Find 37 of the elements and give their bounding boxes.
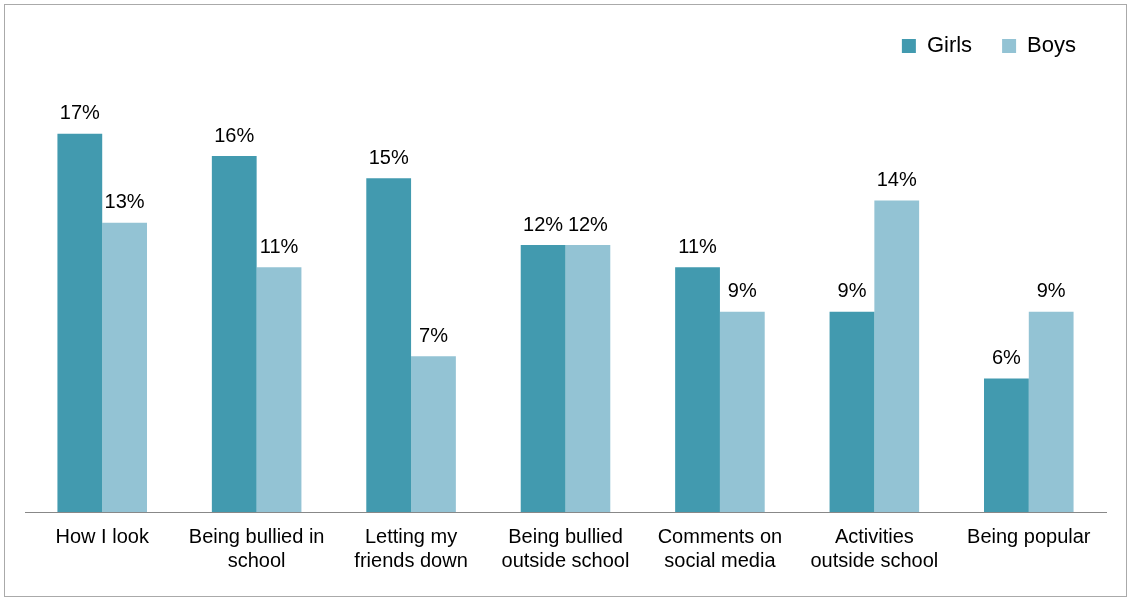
data-label: 9% [727,279,757,302]
data-label: 16% [214,123,255,146]
data-label: 12% [523,212,564,235]
bar [102,222,147,512]
x-tick-label: Activities outside school [810,524,939,571]
data-label: 6% [991,346,1022,369]
x-tick-label: Being bullied outside school [501,524,630,571]
data-label: 7% [419,323,449,346]
data-label: 15% [368,145,409,168]
x-tick-label: Letting my friends down [354,524,468,571]
bar [829,311,875,512]
bar [984,378,1029,512]
bar [520,245,566,512]
legend-label: Girls [926,32,973,58]
x-tick-label: Comments on social media [657,524,783,571]
bar [565,245,611,512]
bar [256,267,302,512]
bar [1028,311,1074,512]
data-label: 9% [1036,279,1066,302]
legend-label: Boys [1027,32,1077,58]
x-tick-label: Being popular [967,524,1091,547]
data-label: 17% [59,101,101,124]
data-label: 9% [837,279,867,302]
data-label: 11% [678,234,718,257]
bar [411,356,456,512]
bar [874,200,920,512]
x-tick-label: Being bullied in school [188,524,325,571]
bar [719,311,765,512]
bar [211,156,257,512]
x-tick-label: How I look [55,524,150,547]
bar [366,178,412,512]
bar [675,267,720,512]
data-label: 13% [104,190,145,213]
bar [57,133,103,512]
data-label: 11% [259,234,299,257]
data-label: 14% [876,168,917,191]
data-label: 12% [567,212,609,235]
